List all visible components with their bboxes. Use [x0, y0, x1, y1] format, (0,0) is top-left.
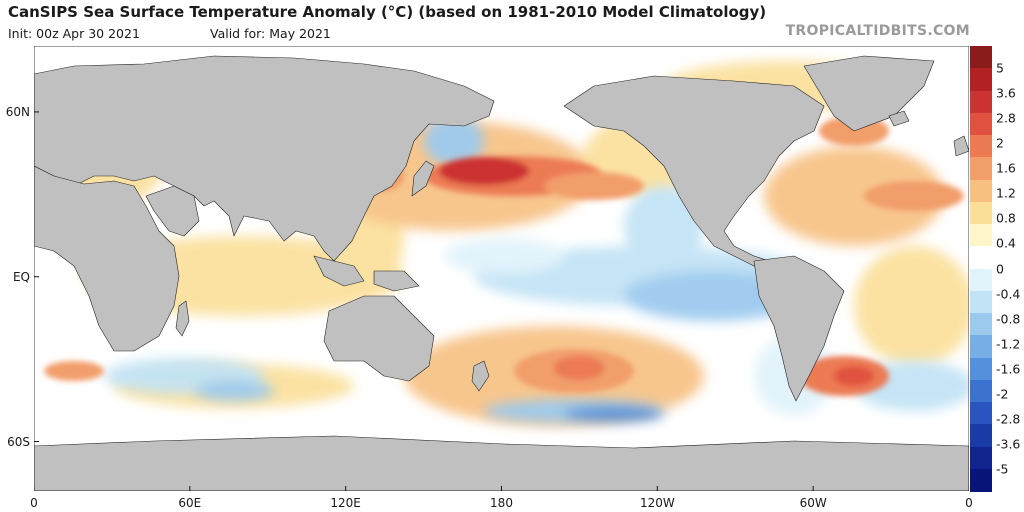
- landmasses: [34, 55, 969, 491]
- colorbar-segment: [970, 135, 992, 158]
- colorbar-label: 1.6: [996, 160, 1016, 176]
- iceland: [888, 110, 910, 127]
- colorbar-segment: [970, 424, 992, 447]
- colorbar-segment: [970, 335, 992, 358]
- colorbar-label: 0.4: [996, 235, 1016, 251]
- colorbar-label: -3.6: [996, 436, 1021, 452]
- indonesia: [313, 255, 365, 287]
- colorbar-label: 2.8: [996, 110, 1016, 126]
- new-zealand: [471, 360, 490, 392]
- lon-label: 60W: [799, 496, 827, 510]
- eurasia: [34, 55, 495, 262]
- colorbar-segment: [970, 290, 992, 314]
- japan: [411, 160, 435, 197]
- lon-label: 0: [30, 496, 38, 510]
- valid-time: Valid for: May 2021: [210, 26, 331, 41]
- lon-label: 120E: [330, 496, 361, 510]
- colorbar-segment: [970, 112, 992, 136]
- colorbar-segment: [970, 379, 992, 403]
- colorbar-segment: [970, 313, 992, 336]
- colorbar-label: 5: [996, 60, 1004, 76]
- lat-label: 60S: [7, 434, 30, 449]
- colorbar-segment: [970, 357, 992, 381]
- colorbar-segment: [970, 157, 992, 180]
- colorbar-label: 3.6: [996, 85, 1016, 101]
- colorbar-label: -1.2: [996, 336, 1021, 352]
- australia: [323, 295, 435, 382]
- colorbar-segment: [970, 468, 992, 492]
- colorbar-label: 0: [996, 261, 1004, 276]
- colorbar-segment: [970, 90, 992, 114]
- colorbar-segment: [970, 68, 992, 91]
- colorbar-label: -2: [996, 386, 1009, 402]
- colorbar-label: 1.2: [996, 185, 1016, 201]
- colorbar-label: 2: [996, 135, 1004, 151]
- colorbar-label: -1.6: [996, 361, 1021, 377]
- lon-label: 0: [965, 496, 973, 510]
- lon-label: 180: [490, 496, 513, 510]
- colorbar-label: -5: [996, 461, 1009, 477]
- lat-label: 60N: [5, 104, 30, 119]
- lon-label: 60E: [178, 496, 202, 510]
- south-america: [753, 255, 845, 402]
- colorbar-label: -0.8: [996, 311, 1021, 327]
- uk: [953, 135, 969, 157]
- colorbar-segment: [970, 201, 992, 225]
- lat-label: EQ: [12, 269, 30, 284]
- colorbar-segment: [970, 246, 992, 269]
- arabia: [145, 185, 200, 237]
- brand-watermark: TROPICALTIDBITS.COM: [785, 23, 970, 39]
- colorbar-label: -2.8: [996, 411, 1021, 427]
- init-time: Init: 00z Apr 30 2021: [8, 26, 140, 41]
- lon-label: 120W: [639, 496, 675, 510]
- colorbar-segment: [970, 224, 992, 247]
- colorbar-label: 0.8: [996, 210, 1016, 226]
- colorbar: [970, 46, 992, 492]
- axis-ticks: [34, 111, 969, 491]
- antarctica: [34, 435, 969, 491]
- madagascar: [175, 300, 190, 337]
- colorbar-label: -0.4: [996, 286, 1021, 302]
- sst-anomaly-map: [34, 46, 969, 491]
- colorbar-segment: [970, 446, 992, 470]
- north-america: [563, 75, 825, 267]
- colorbar-segment: [970, 402, 992, 425]
- colorbar-segment: [970, 179, 992, 203]
- colorbar-segment: [970, 268, 992, 292]
- map-title: CanSIPS Sea Surface Temperature Anomaly …: [8, 3, 767, 21]
- new-guinea: [373, 270, 420, 292]
- colorbar-segment: [970, 46, 992, 69]
- africa: [34, 165, 180, 352]
